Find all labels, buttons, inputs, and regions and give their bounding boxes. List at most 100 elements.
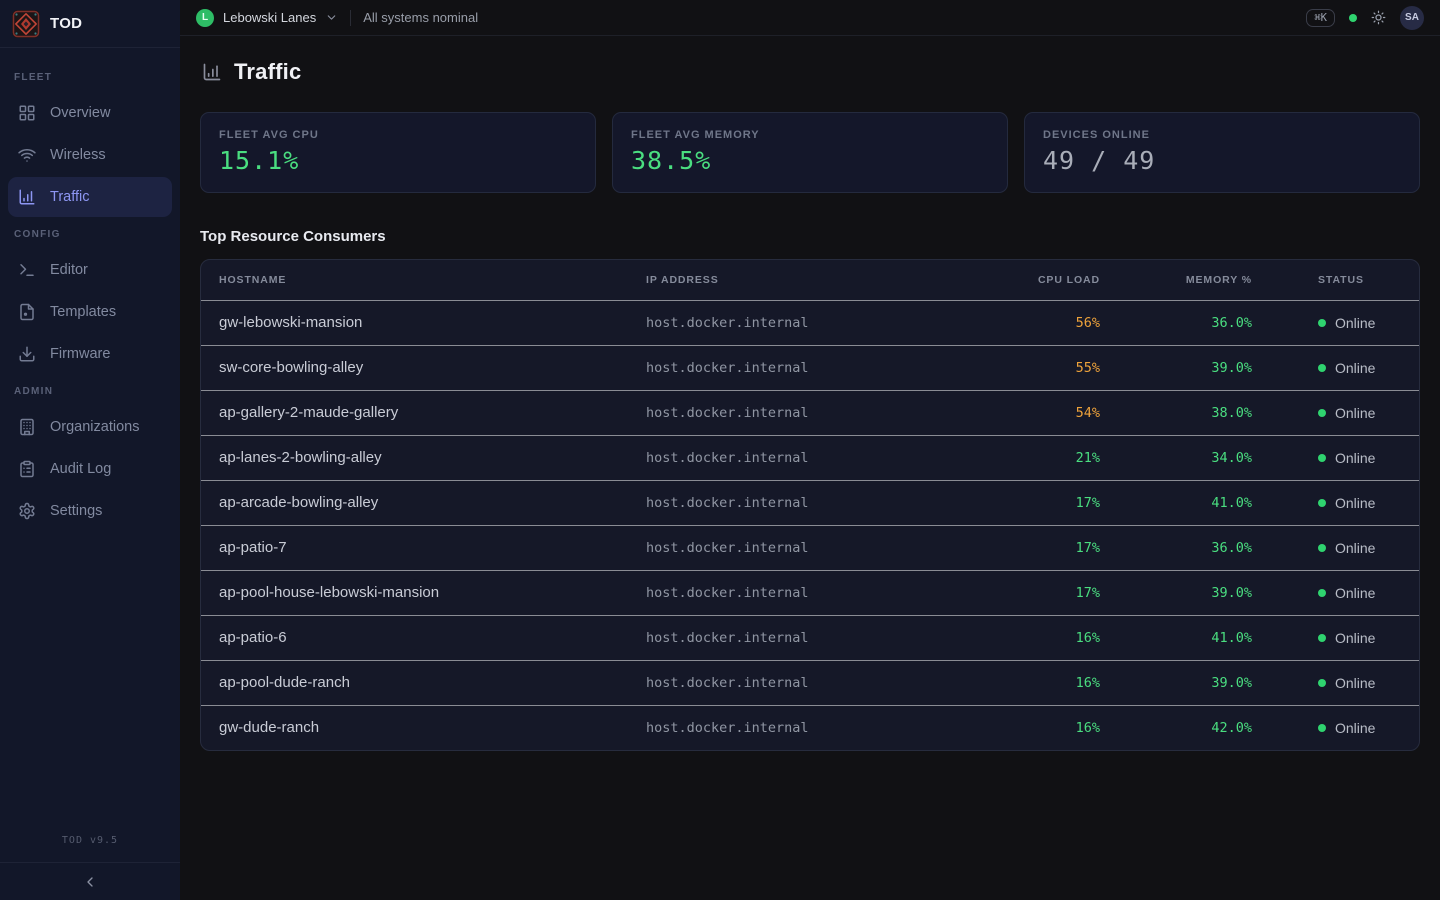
ip-cell: host.docker.internal — [629, 525, 976, 571]
table-row[interactable]: gw-lebowski-mansion host.docker.internal… — [201, 300, 1419, 346]
sidebar-item-label: Templates — [50, 304, 117, 320]
org-avatar: L — [196, 8, 214, 27]
status-label: Online — [1335, 314, 1376, 331]
cpu-cell: 21% — [976, 435, 1131, 481]
stat-label: FLEET AVG MEMORY — [631, 129, 760, 141]
status-label: Online — [1335, 359, 1376, 376]
table-row[interactable]: ap-arcade-bowling-alley host.docker.inte… — [201, 480, 1419, 526]
sidebar-item-label: Audit Log — [50, 461, 112, 477]
command-palette-shortcut[interactable]: ⌘K — [1306, 8, 1335, 27]
sidebar-item-templates[interactable]: Templates — [8, 292, 172, 332]
hostname-cell: gw-dude-ranch — [219, 719, 320, 737]
chevron-left-icon — [87, 876, 93, 887]
memory-cell: 39.0% — [1131, 345, 1268, 391]
stat-card-fleet-avg-cpu: FLEET AVG CPU 15.1% — [200, 112, 596, 193]
sidebar-item-editor[interactable]: Editor — [8, 250, 172, 290]
table-section-title: Top Resource Consumers — [200, 228, 386, 245]
cpu-cell: 54% — [976, 390, 1131, 436]
sidebar-item-label: Editor — [50, 262, 88, 278]
ip-cell: host.docker.internal — [629, 390, 976, 436]
table-row[interactable]: ap-pool-dude-ranch host.docker.internal … — [201, 660, 1419, 706]
table-row[interactable]: ap-patio-7 host.docker.internal 17% 36.0… — [201, 525, 1419, 571]
theme-toggle-button[interactable] — [1371, 10, 1386, 25]
ip-cell: host.docker.internal — [629, 435, 976, 481]
online-dot-icon — [1318, 633, 1326, 642]
hostname-cell: ap-arcade-bowling-alley — [201, 480, 629, 526]
online-dot-icon — [1318, 678, 1326, 687]
grid-icon — [19, 105, 35, 121]
status-label: Online — [1335, 494, 1376, 511]
terminal-icon — [20, 264, 34, 276]
hostname-cell: gw-lebowski-mansion — [201, 300, 629, 346]
memory-cell: 34.0% — [1131, 435, 1268, 481]
sidebar-item-settings[interactable]: Settings — [8, 491, 172, 531]
online-dot-icon — [1318, 588, 1326, 597]
sidebar-item-label: Organizations — [50, 419, 140, 435]
hostname-cell: ap-lanes-2-bowling-alley — [201, 435, 629, 481]
app-logo-row: TOD — [0, 0, 180, 48]
app-title: TOD — [50, 15, 83, 32]
column-header-status: STATUS — [1268, 260, 1419, 301]
building-icon — [20, 418, 34, 436]
sidebar-collapse-button[interactable] — [0, 862, 180, 900]
sidebar-item-organizations[interactable]: Organizations — [8, 407, 172, 447]
status-label: Online — [1335, 584, 1376, 601]
sidebar-item-wireless[interactable]: Wireless — [8, 135, 172, 175]
hostname-cell: ap-pool-house-lebowski-mansion — [201, 570, 629, 616]
status-label: Online — [1335, 404, 1376, 421]
cpu-cell: 17% — [976, 525, 1131, 571]
table-row[interactable]: ap-gallery-2-maude-gallery host.docker.i… — [201, 390, 1419, 436]
ip-cell: host.docker.internal — [646, 719, 809, 736]
online-dot-icon — [1318, 453, 1326, 462]
main-area: L Lebowski Lanes All systems nominal ⌘K … — [180, 0, 1440, 900]
table-body: gw-lebowski-mansion host.docker.internal… — [201, 300, 1419, 750]
ip-cell: host.docker.internal — [629, 660, 976, 706]
traffic-page: Traffic FLEET AVG CPU 15.1% FLEET AVG ME… — [180, 36, 1440, 771]
status-label: Online — [1335, 674, 1376, 691]
memory-cell: 41.0% — [1131, 480, 1268, 526]
status-cell: Online — [1268, 480, 1419, 526]
memory-cell: 38.0% — [1131, 390, 1268, 436]
cpu-cell: 17% — [976, 570, 1131, 616]
stat-value: 15.1% — [219, 146, 300, 175]
sidebar-item-label: Firmware — [50, 346, 111, 362]
table-row[interactable]: sw-core-bowling-alley host.docker.intern… — [201, 345, 1419, 391]
bar-chart-icon — [19, 189, 35, 205]
table-row[interactable]: ap-patio-6 host.docker.internal 16% 41.0… — [201, 615, 1419, 661]
sun-icon — [1371, 10, 1386, 25]
table-header-row: HOSTNAME IP ADDRESS CPU LOAD MEMORY % ST… — [201, 260, 1419, 301]
table-row[interactable]: gw-dude-ranch host.docker.internal 16% 4… — [201, 705, 1419, 750]
cpu-cell: 16% — [976, 660, 1131, 706]
memory-cell: 36.0% — [1131, 525, 1268, 571]
sidebar-item-overview[interactable]: Overview — [8, 93, 172, 133]
page-title: Traffic — [234, 59, 302, 84]
memory-cell: 39.0% — [1131, 660, 1268, 706]
nav-section-config: CONFIG — [14, 229, 61, 240]
health-dot-icon — [1349, 13, 1357, 22]
download-icon — [19, 346, 35, 362]
online-dot-icon — [1318, 498, 1326, 507]
hostname-cell: ap-patio-7 — [201, 525, 629, 571]
org-switcher[interactable]: L Lebowski Lanes — [196, 8, 338, 27]
wifi-icon — [18, 149, 36, 162]
cpu-cell: 17% — [976, 480, 1131, 526]
user-avatar[interactable]: SA — [1400, 5, 1424, 30]
ip-cell: host.docker.internal — [629, 615, 976, 661]
app-version: TOD v9.5 — [61, 835, 119, 846]
chevron-down-icon — [327, 15, 336, 20]
table-row[interactable]: ap-lanes-2-bowling-alley host.docker.int… — [201, 435, 1419, 481]
table-row[interactable]: ap-pool-house-lebowski-mansion host.dock… — [201, 570, 1419, 616]
ip-cell: host.docker.internal — [629, 300, 976, 346]
cpu-cell: 55% — [976, 345, 1131, 391]
sidebar-item-audit-log[interactable]: Audit Log — [8, 449, 172, 489]
stat-value: 38.5% — [631, 146, 712, 175]
status-cell: Online — [1268, 615, 1419, 661]
status-cell: Online — [1268, 660, 1419, 706]
cpu-cell: 16% — [1075, 719, 1100, 736]
online-dot-icon — [1318, 363, 1326, 372]
sidebar-item-firmware[interactable]: Firmware — [8, 334, 172, 374]
ip-cell: host.docker.internal — [629, 345, 976, 391]
stat-card-devices-online: DEVICES ONLINE 49 / 49 — [1024, 112, 1420, 193]
sidebar-item-traffic[interactable]: Traffic — [8, 177, 172, 217]
hostname-cell: ap-gallery-2-maude-gallery — [201, 390, 629, 436]
